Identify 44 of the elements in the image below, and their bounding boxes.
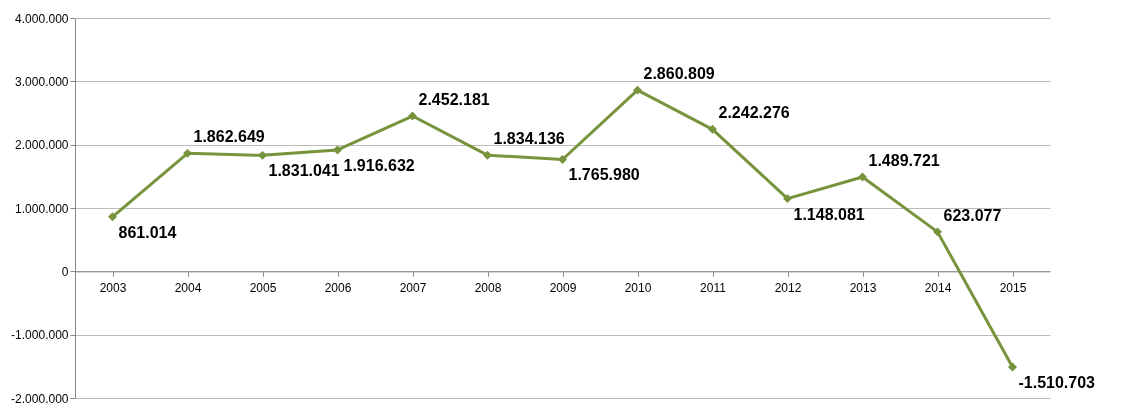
point	[558, 155, 567, 164]
data-label: 1.765.980	[568, 166, 640, 184]
x-tick-label: 2009	[549, 280, 577, 295]
x-tick-label: 2003	[99, 280, 127, 295]
data-label: 1.834.136	[493, 130, 565, 148]
data-label: 2.860.809	[643, 65, 715, 83]
point	[483, 150, 492, 160]
x-tick-label: 2004	[174, 280, 202, 295]
y-tick-label: -2.000.000	[11, 391, 69, 406]
x-tick-label: 2011	[700, 280, 727, 295]
data-label: 2.452.181	[418, 91, 490, 109]
y-tick-label: 4.000.000	[15, 11, 69, 26]
x-tick-label: 2008	[474, 280, 502, 295]
x-tick-label: 2014	[924, 280, 952, 295]
x-tick-label: 2012	[774, 280, 802, 295]
data-label: 861.014	[118, 223, 177, 241]
point	[333, 145, 342, 155]
x-tick-label: 2013	[849, 280, 877, 295]
point	[258, 150, 267, 160]
x-tick-label: 2010	[624, 280, 652, 295]
data-label: 623.077	[943, 206, 1002, 224]
data-label: 1.831.041	[268, 162, 340, 180]
point	[858, 172, 867, 182]
x-tick-label: 2007	[399, 280, 427, 295]
data-label: 2.242.276	[718, 104, 790, 122]
data-label: 1.148.081	[793, 205, 865, 223]
point	[633, 85, 642, 95]
x-tick-label: 2005	[249, 280, 277, 295]
y-tick-label: 2.000.000	[15, 138, 69, 153]
y-tick-label: 3.000.000	[15, 74, 69, 89]
x-tick-label: 2006	[324, 280, 352, 295]
data-label: -1.510.703	[1018, 374, 1096, 392]
y-tick-label: 0	[61, 264, 69, 279]
x-tick-label: 2015	[999, 280, 1027, 295]
point	[108, 212, 117, 222]
point	[708, 124, 717, 134]
data-label: 1.916.632	[343, 156, 415, 174]
y-tick-label: 1.000.000	[15, 201, 69, 216]
point	[933, 227, 942, 237]
point	[783, 194, 792, 204]
point	[183, 148, 192, 158]
data-label: 1.489.721	[868, 151, 940, 169]
y-tick-label: -1.000.000	[11, 328, 69, 343]
data-label: 1.862.649	[193, 128, 265, 146]
